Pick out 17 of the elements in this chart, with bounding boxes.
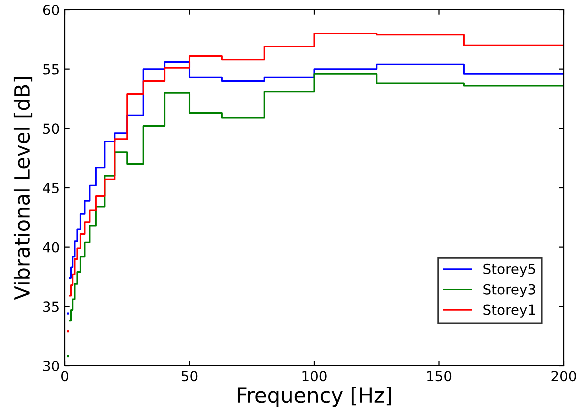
x-axis-title: Frequency [Hz] xyxy=(238,387,392,408)
y-tick-label: 30 xyxy=(44,360,60,372)
y-tick-label: 55 xyxy=(44,64,59,75)
x-tick-label: 100 xyxy=(302,371,327,382)
y-axis-title: Vibrational Level [dB] xyxy=(14,77,33,300)
legend-label: Storey5 xyxy=(484,264,536,278)
legend-label: Storey1 xyxy=(484,304,536,318)
x-tick-label: 200 xyxy=(552,371,576,382)
x-tick-label: 50 xyxy=(182,371,198,382)
y-tick-label: 45 xyxy=(43,183,59,194)
y-tick-label: 50 xyxy=(44,124,60,134)
y-tick-label: 60 xyxy=(43,4,60,16)
legend-label: Storey3 xyxy=(484,284,536,298)
x-tick-label: 0 xyxy=(61,371,68,382)
x-tick-label: 150 xyxy=(428,371,452,382)
y-tick-label: 35 xyxy=(44,302,59,312)
y-tick-label: 40 xyxy=(43,242,60,253)
